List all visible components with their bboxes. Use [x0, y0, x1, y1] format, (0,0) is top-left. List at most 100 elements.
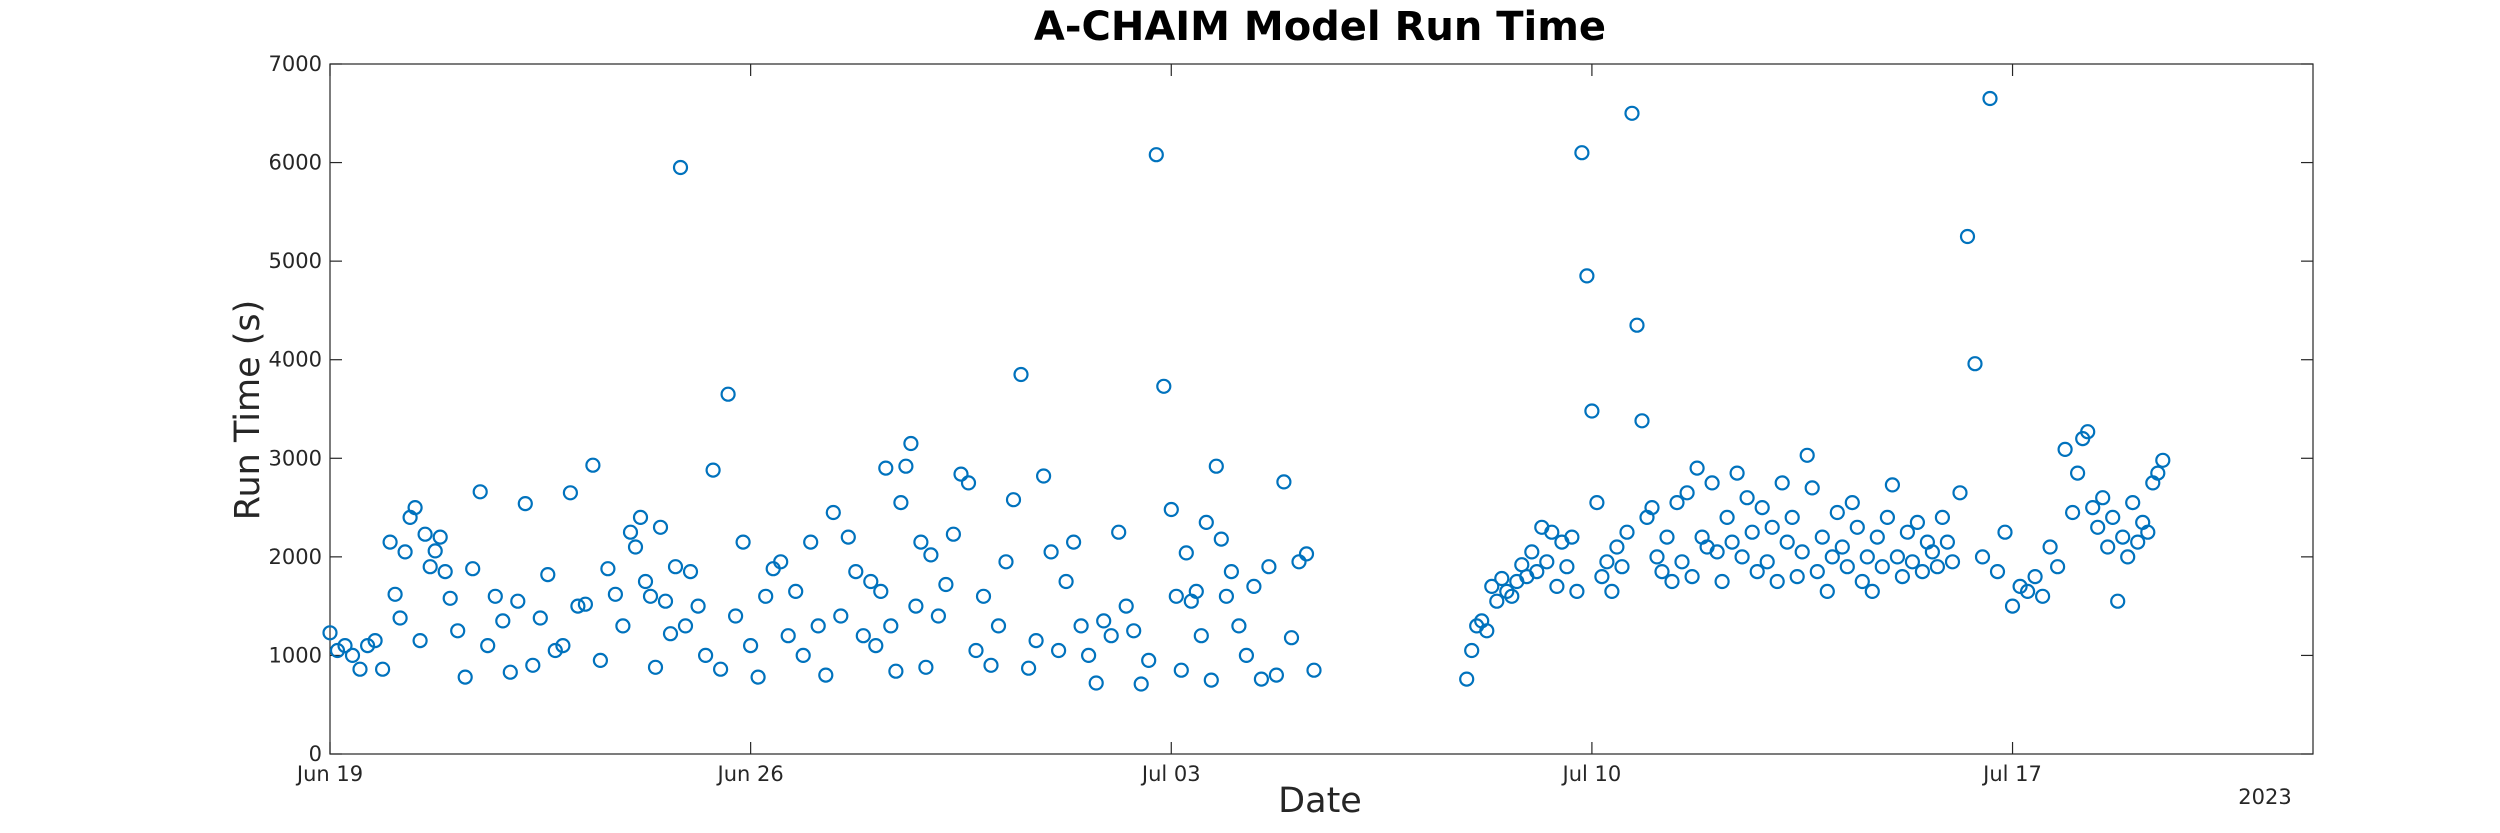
- data-point: [592, 652, 609, 669]
- data-point: [1213, 531, 1229, 547]
- data-point: [1291, 554, 1307, 570]
- data-point: [2115, 529, 2131, 545]
- data-point: [1719, 509, 1735, 526]
- data-point: [1924, 544, 1941, 560]
- data-point: [1043, 544, 1059, 560]
- data-point: [1283, 630, 1300, 646]
- data-point: [1013, 366, 1029, 383]
- y-tick-label: 2000: [269, 545, 322, 569]
- data-point: [1794, 544, 1810, 560]
- data-point: [2085, 500, 2101, 516]
- data-point: [450, 623, 466, 639]
- data-point: [1734, 549, 1750, 565]
- data-point: [1764, 519, 1780, 535]
- x-tick-label: Jun 19: [295, 762, 363, 786]
- data-point: [1539, 554, 1555, 570]
- data-point: [873, 583, 889, 600]
- data-point: [570, 598, 586, 614]
- data-point: [1464, 642, 1480, 659]
- data-point: [502, 664, 518, 680]
- data-point: [1594, 568, 1610, 585]
- data-point: [1644, 500, 1660, 516]
- data-point: [1749, 563, 1765, 580]
- data-point: [1849, 519, 1865, 535]
- data-point: [382, 534, 398, 550]
- axis-ticks: 0 1000 2000 3000 4000 5000 6000 7000 Jun 19 Jun 2…: [269, 52, 2313, 786]
- data-point: [397, 544, 413, 560]
- data-point: [1829, 504, 1845, 521]
- data-point: [662, 626, 679, 642]
- data-point: [1599, 554, 1615, 570]
- data-point: [442, 590, 458, 606]
- data-point: [532, 610, 548, 626]
- data-point: [1904, 554, 1921, 570]
- data-point: [1714, 573, 1730, 590]
- data-point: [2034, 588, 2051, 604]
- data-point: [2125, 495, 2141, 511]
- data-point: [627, 539, 644, 555]
- x-tick-label: Jul 17: [1981, 762, 2042, 786]
- data-point: [2120, 549, 2136, 565]
- data-point: [1489, 593, 1505, 609]
- y-tick-label: 0: [309, 742, 322, 766]
- x-tick-label: Jul 03: [1140, 762, 1201, 786]
- data-point: [387, 586, 403, 602]
- data-point: [1799, 447, 1815, 463]
- data-point: [2140, 524, 2156, 540]
- data-point: [1934, 509, 1951, 526]
- data-point: [360, 637, 376, 654]
- data-point: [1899, 524, 1916, 540]
- data-point: [2057, 441, 2073, 457]
- data-point: [2042, 539, 2058, 555]
- data-point: [918, 659, 934, 675]
- data-point: [1709, 544, 1725, 560]
- data-point: [1739, 490, 1755, 506]
- data-point: [1914, 563, 1931, 580]
- data-point: [677, 618, 694, 634]
- data-point: [555, 637, 571, 654]
- data-point: [615, 618, 631, 634]
- data-point: [672, 159, 689, 176]
- data-point: [1589, 495, 1605, 511]
- data-point: [883, 618, 899, 634]
- data-point: [2065, 504, 2081, 521]
- x-tick-label: Jul 10: [1561, 762, 1622, 786]
- data-point: [1173, 662, 1189, 678]
- data-point: [352, 661, 368, 677]
- data-point: [1839, 559, 1855, 575]
- data-point: [2019, 583, 2036, 600]
- data-point: [1669, 495, 1685, 511]
- data-point: [1724, 534, 1740, 550]
- data-point: [607, 586, 624, 602]
- data-point: [1819, 583, 1835, 600]
- data-point: [2095, 490, 2111, 506]
- data-point: [647, 659, 664, 675]
- x-axis-year-label: 2023: [2238, 785, 2291, 809]
- data-point: [422, 559, 438, 575]
- data-point: [975, 588, 992, 604]
- data-point: [1684, 568, 1700, 585]
- data-point: [1574, 145, 1590, 161]
- x-axis-label: Date: [1278, 781, 1362, 821]
- data-point: [1974, 549, 1991, 565]
- y-axis-label: Run Time (s): [228, 300, 268, 521]
- data-point: [480, 637, 496, 654]
- data-point: [1298, 546, 1315, 562]
- data-point: [667, 559, 684, 575]
- data-point: [1569, 583, 1585, 600]
- y-tick-label: 3000: [269, 446, 322, 470]
- data-point: [344, 647, 361, 664]
- data-point: [1879, 509, 1896, 526]
- y-tick-label: 7000: [269, 52, 322, 76]
- plot-area: [329, 63, 2314, 755]
- data-point: [1141, 652, 1157, 669]
- data-point: [682, 563, 699, 580]
- data-point: [1929, 559, 1946, 575]
- data-point: [712, 661, 729, 677]
- data-point: [1065, 534, 1082, 550]
- data-point: [968, 642, 984, 659]
- data-point: [1579, 268, 1595, 284]
- data-point: [705, 462, 721, 478]
- data-point: [1774, 475, 1790, 491]
